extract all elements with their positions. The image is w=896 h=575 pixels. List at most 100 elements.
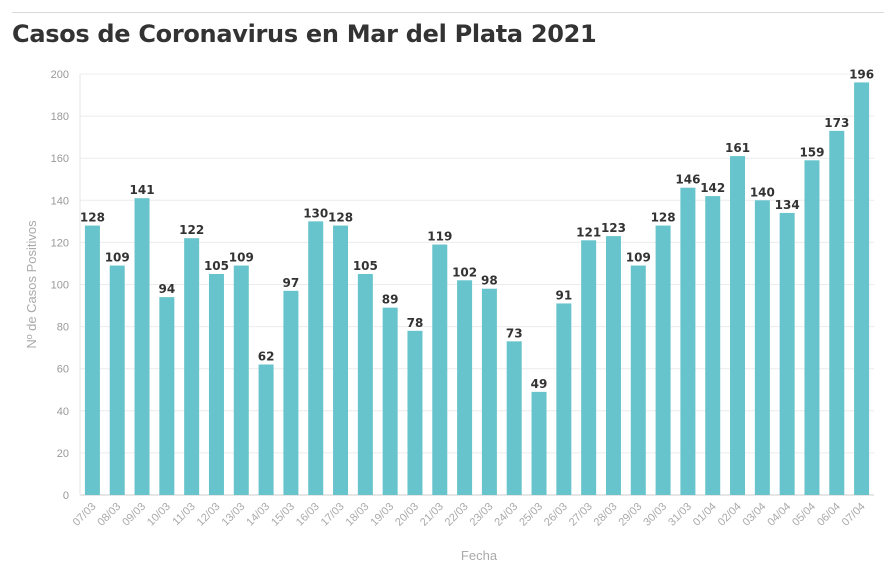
data-label: 94 — [158, 282, 175, 296]
bar — [432, 244, 448, 495]
y-tick-label: 180 — [51, 111, 69, 123]
data-label: 109 — [229, 251, 254, 265]
x-tick-label: 16/03 — [294, 501, 322, 529]
y-tick-label: 140 — [51, 195, 69, 207]
x-tick-label: 14/03 — [244, 501, 272, 529]
x-tick-label: 06/04 — [815, 501, 843, 529]
x-tick-label: 29/03 — [616, 501, 644, 529]
bar — [457, 280, 473, 495]
bar — [134, 198, 150, 495]
bar — [655, 225, 671, 495]
x-tick-label: 18/03 — [344, 501, 372, 529]
y-tick-label: 80 — [57, 322, 69, 334]
y-tick-label: 40 — [57, 406, 69, 418]
data-label: 122 — [179, 223, 204, 237]
x-tick-label: 17/03 — [319, 501, 347, 529]
bar — [407, 330, 423, 495]
data-label: 109 — [105, 251, 130, 265]
data-label: 89 — [382, 293, 399, 307]
x-tick-label: 22/03 — [443, 501, 471, 529]
data-label: 134 — [775, 198, 800, 212]
x-tick-label: 30/03 — [641, 501, 669, 529]
x-tick-label: 05/04 — [790, 501, 818, 529]
y-tick-label: 0 — [63, 490, 69, 502]
x-tick-label: 01/04 — [691, 501, 719, 529]
x-tick-label: 12/03 — [195, 501, 223, 529]
data-label: 91 — [555, 288, 572, 302]
data-label: 140 — [750, 185, 775, 199]
data-label: 159 — [799, 145, 824, 159]
data-label: 49 — [531, 377, 548, 391]
bar — [233, 265, 249, 495]
data-label: 128 — [651, 211, 676, 225]
bar — [754, 200, 770, 496]
x-tick-label: 10/03 — [145, 501, 173, 529]
bar — [730, 156, 746, 495]
x-tick-label: 04/04 — [765, 501, 793, 529]
x-tick-label: 11/03 — [170, 501, 197, 528]
x-tick-label: 08/03 — [95, 501, 123, 529]
y-tick-label: 120 — [51, 237, 69, 249]
x-tick-label: 20/03 — [393, 501, 421, 529]
x-tick-label: 26/03 — [542, 501, 570, 529]
x-tick-label: 25/03 — [517, 501, 545, 529]
x-tick-label: 07/03 — [71, 501, 99, 529]
x-tick-label: 15/03 — [269, 501, 297, 529]
bar — [506, 341, 522, 495]
x-tick-label: 31/03 — [666, 501, 694, 529]
data-label: 105 — [353, 259, 378, 273]
x-tick-label: 27/03 — [567, 501, 595, 529]
bar — [308, 221, 324, 495]
bar — [779, 212, 795, 495]
bar — [481, 288, 497, 495]
y-tick-label: 100 — [51, 280, 69, 292]
x-axis-ticks: 07/0308/0309/0310/0311/0312/0313/0314/03… — [71, 501, 868, 529]
bar — [581, 240, 597, 495]
bar — [854, 82, 870, 496]
y-tick-label: 160 — [51, 153, 69, 165]
bar — [556, 303, 572, 495]
x-tick-label: 03/04 — [741, 501, 769, 529]
data-label: 146 — [675, 173, 700, 187]
bar — [829, 130, 845, 495]
bar — [184, 238, 200, 495]
data-label: 73 — [506, 326, 523, 340]
bar — [531, 391, 547, 495]
data-label: 130 — [303, 206, 328, 220]
bar — [84, 225, 100, 495]
bar — [283, 290, 299, 495]
bar — [258, 364, 274, 495]
x-tick-label: 09/03 — [120, 501, 148, 529]
chart-title: Casos de Coronavirus en Mar del Plata 20… — [12, 20, 597, 48]
bar — [109, 265, 125, 495]
x-tick-label: 23/03 — [468, 501, 496, 529]
bar — [680, 187, 696, 496]
y-tick-label: 200 — [51, 69, 69, 81]
bar — [208, 273, 224, 495]
data-label: 128 — [328, 211, 353, 225]
bar — [705, 196, 721, 495]
bar — [605, 236, 621, 495]
data-label: 123 — [601, 221, 626, 235]
data-label: 173 — [824, 116, 849, 130]
data-label: 196 — [849, 67, 874, 81]
bar — [630, 265, 646, 495]
data-label: 121 — [576, 225, 601, 239]
bar — [357, 273, 373, 495]
bars — [84, 82, 870, 496]
data-label: 98 — [481, 274, 498, 288]
x-tick-label: 24/03 — [492, 501, 520, 529]
bar — [804, 160, 820, 495]
data-label: 128 — [80, 211, 105, 225]
y-tick-label: 20 — [57, 448, 69, 460]
data-label: 161 — [725, 141, 750, 155]
data-label: 142 — [700, 181, 725, 195]
bar — [382, 307, 398, 495]
x-tick-label: 02/04 — [716, 501, 744, 529]
data-label: 141 — [130, 183, 155, 197]
data-label: 102 — [452, 265, 477, 279]
data-label: 119 — [427, 230, 452, 244]
bar — [333, 225, 349, 495]
